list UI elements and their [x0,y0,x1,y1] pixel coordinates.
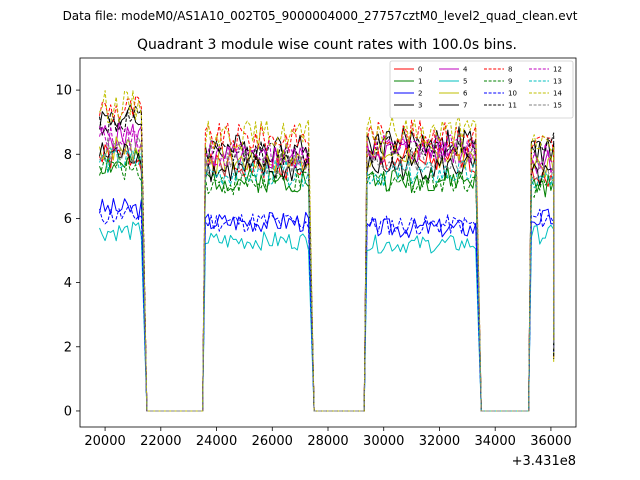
axis-ticks: 20000 22000 24000 26000 28000 30000 32000 34000… [55,84,571,449]
series-line-8 [99,95,555,412]
series-line-2 [99,198,555,412]
legend-label-0: 0 [418,66,422,74]
series-line-1 [99,149,555,412]
legend-label-11: 11 [508,102,517,110]
y-tick-label: 4 [64,276,72,291]
series-line-10 [99,205,555,412]
series-line-13 [99,147,555,412]
legend-label-13: 13 [553,78,562,86]
x-tick-label: 34000 [475,434,516,449]
legend-label-6: 6 [463,90,468,98]
y-tick-label: 2 [64,340,72,355]
series-line-12 [99,126,555,412]
y-tick-label: 0 [64,404,72,419]
chart-title: Quadrant 3 module wise count rates with … [137,37,517,53]
legend-label-8: 8 [508,66,512,74]
legend-label-10: 10 [508,90,517,98]
series-line-5 [99,221,555,412]
legend-label-3: 3 [418,102,422,110]
legend-box [389,60,574,119]
x-tick-label: 24000 [196,434,237,449]
legend-label-15: 15 [553,102,562,110]
legend-label-2: 2 [418,90,422,98]
series-line-11 [99,105,555,412]
x-tick-label: 28000 [307,434,348,449]
series-line-6 [99,136,555,412]
series-line-15 [99,136,555,412]
y-tick-label: 8 [64,148,72,163]
legend-label-9: 9 [508,78,512,86]
x-tick-label: 32000 [419,434,460,449]
x-tick-label: 30000 [363,434,404,449]
legend-label-14: 14 [553,90,562,98]
y-tick-label: 10 [55,84,72,99]
legend-label-4: 4 [463,66,468,74]
legend-label-5: 5 [463,78,467,86]
x-tick-label: 36000 [530,434,571,449]
series-layer [99,90,555,412]
y-tick-label: 6 [64,212,72,227]
legend-label-7: 7 [463,102,467,110]
legend-label-1: 1 [418,78,422,86]
legend-label-12: 12 [553,66,562,74]
x-axis-offset-label: +3.431e8 [512,454,576,469]
x-tick-label: 20000 [84,434,125,449]
data-file-suptitle: Data file: modeM0/AS1A10_002T05_90000040… [63,9,578,23]
series-line-3 [99,104,555,412]
plot-area-frame [79,57,577,428]
x-tick-label: 22000 [140,434,181,449]
x-tick-label: 26000 [252,434,293,449]
